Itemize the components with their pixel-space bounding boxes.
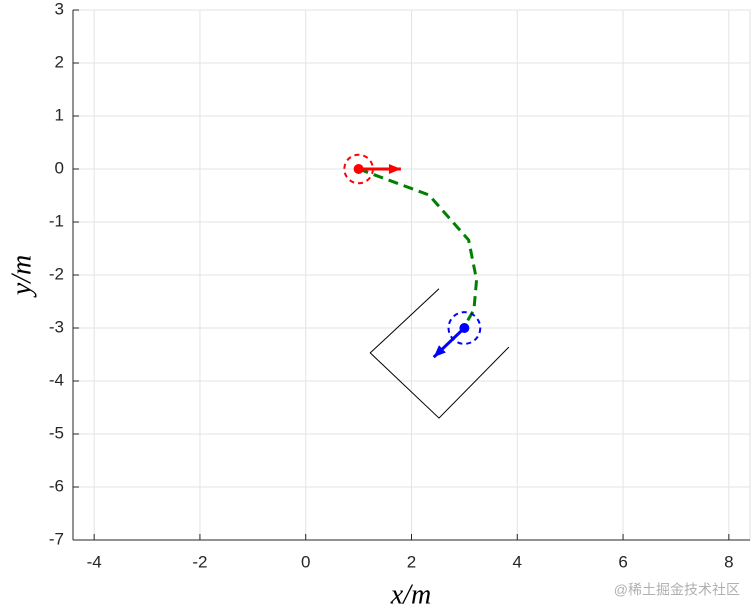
x-axis-label: x/m [390,579,431,610]
watermark: @稀土掘金技术社区 [614,582,740,598]
x-tick-label: 2 [407,552,416,571]
x-tick-label: 4 [513,552,522,571]
x-tick-label: 0 [301,552,310,571]
y-tick-label: 0 [55,158,64,177]
point [353,164,364,174]
x-tick-label: -2 [192,552,207,571]
point [459,323,470,333]
y-tick-label: -7 [49,529,64,548]
y-tick-label: -4 [49,370,64,389]
y-tick-label: 3 [55,0,64,18]
path-line [358,167,479,328]
y-tick-label: -3 [49,317,64,336]
y-tick-label: -5 [49,423,64,442]
arrow-head [388,164,401,174]
x-tick-label: -4 [87,552,102,571]
dashed-circle [343,153,374,185]
arrow-head [433,345,446,358]
y-tick-label: 1 [55,105,64,124]
path-line [369,288,510,419]
y-axis-label: y/m [6,255,37,298]
y-tick-label: -1 [49,211,64,230]
x-tick-label: 8 [724,552,733,571]
y-tick-label: 2 [55,52,64,71]
y-tick-label: -6 [49,476,64,495]
y-tick-label: -2 [49,264,64,283]
dashed-circle [447,311,482,345]
x-tick-label: 6 [618,552,627,571]
